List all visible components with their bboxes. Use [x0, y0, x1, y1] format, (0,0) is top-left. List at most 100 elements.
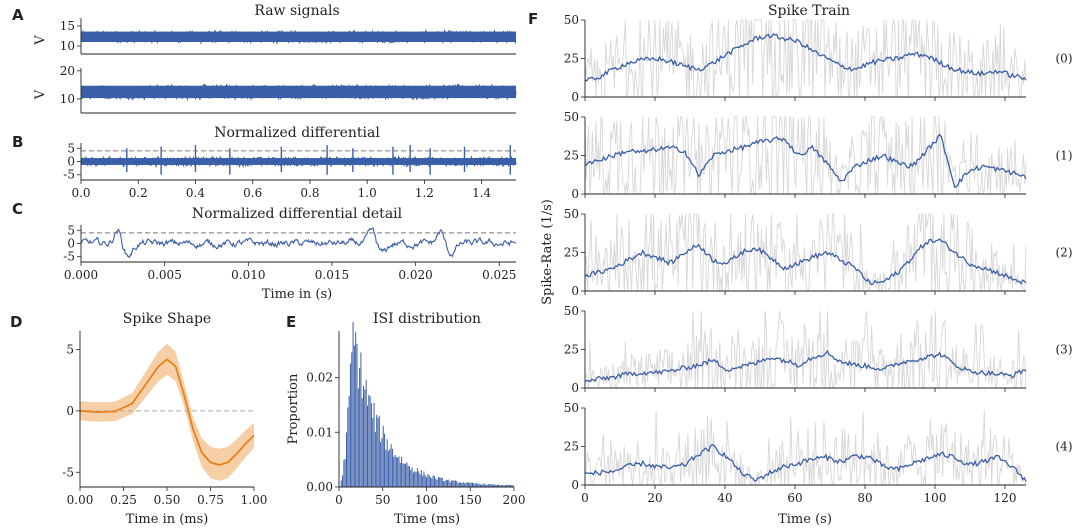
panel-e-bar	[486, 484, 488, 487]
panel-d-xtick-label: 0.75	[197, 493, 224, 507]
panel-f-ytick-label: 0	[571, 187, 579, 201]
panel-e-bar	[394, 455, 396, 487]
panel-c-title: Normalized differential detail	[192, 206, 403, 222]
panel-e-ytick-label: 0.01	[306, 425, 333, 439]
panel-e-bar	[500, 485, 502, 487]
panel-d-ytick-label: 0	[66, 404, 74, 418]
panel-e-bar	[416, 468, 418, 487]
panel-e-xtick-label: 150	[459, 493, 482, 507]
panel-e-bar	[412, 472, 414, 487]
panel-f-smoothed-rate	[584, 349, 1027, 383]
panel-e-bar	[376, 414, 378, 487]
panel-e-bar	[422, 475, 424, 487]
panel-e-bar	[343, 460, 345, 487]
panel-d: D Spike Shape -5 0 5 0.00 0.25 0.50 0.75 1.00 Time…	[10, 311, 267, 527]
panel-e-bar	[468, 482, 470, 487]
panel-e-bar	[478, 483, 480, 487]
panel-f-ytick-label: 25	[564, 149, 579, 163]
panel-c-xtick-label: 0.015	[315, 268, 349, 282]
panel-e-bar	[474, 483, 476, 487]
panel-e-bar	[370, 403, 372, 487]
panel-e-bar	[364, 389, 366, 487]
panel-b-label: B	[12, 133, 23, 151]
panel-e-bar	[401, 456, 403, 487]
panel-e-bar	[395, 456, 397, 487]
panel-a-2-ytick-label: 10	[60, 92, 75, 106]
panel-e-bar	[399, 462, 401, 487]
panel-f-ytick-label: 0	[571, 284, 579, 298]
panel-e-bar	[406, 462, 408, 487]
panel-f-ytick-label: 0	[571, 478, 579, 492]
panel-e-bar	[465, 482, 467, 487]
panel-f-row-2: 0 25 50 (2)	[564, 207, 1073, 298]
panel-e-xtick-label: 200	[503, 493, 526, 507]
panel-e-bar	[454, 480, 456, 487]
panel-f-ytick-label: 50	[564, 207, 579, 221]
panel-e-bar	[390, 444, 392, 487]
panel-e-bar	[503, 485, 505, 487]
panel-f-ytick-label: 25	[564, 246, 579, 260]
panel-e-bar	[466, 482, 468, 487]
panel-f-smoothed-rate	[584, 133, 1027, 189]
panel-e-bar	[398, 456, 400, 487]
panel-e-bar	[475, 483, 477, 487]
panel-e-ylabel: Proportion	[286, 373, 301, 444]
panel-e-bar	[405, 463, 407, 487]
panel-b-xtick-label: 1.2	[415, 186, 434, 200]
panel-b: B Normalized differential -505 0.0 0.2 0.4 0.6…	[12, 125, 517, 200]
panel-e-bar	[483, 483, 485, 487]
panel-e-bar	[423, 471, 425, 487]
panel-f-smoothed-rate	[584, 33, 1027, 82]
panel-e-bar	[381, 438, 383, 487]
panel-a-signal-line	[80, 83, 517, 102]
panel-f-xtick-label: 40	[717, 491, 732, 505]
panel-a: A Raw signals 10 15 V 10 20 V	[12, 3, 517, 114]
panel-e-bar	[391, 448, 393, 487]
panel-b-ytick-label: 5	[67, 141, 75, 155]
panel-e-bar	[368, 394, 370, 487]
panel-a-signal-1: 10 15 V	[33, 18, 517, 55]
panel-e-bar	[426, 477, 428, 487]
panel-e-bar	[367, 405, 368, 487]
panel-c-ytick-label: 0	[67, 237, 75, 251]
panel-e-bar	[436, 479, 438, 487]
panel-c-xtick-label: 0.025	[482, 268, 516, 282]
panel-f-xtick-label: 20	[647, 491, 662, 505]
panel-e-bar	[456, 480, 458, 487]
panel-f-smoothed-rate	[584, 238, 1027, 286]
panel-e-bar	[363, 385, 365, 487]
panel-e-bar	[342, 475, 344, 487]
panel-e-ytick-label: 0.02	[306, 371, 333, 385]
panel-d-xtick-label: 0.25	[110, 493, 137, 507]
panel-f-smoothed-rate	[584, 443, 1027, 482]
panel-e-bar	[439, 477, 441, 487]
panel-f-row-label: (1)	[1056, 149, 1073, 163]
panel-f-label: F	[528, 10, 538, 28]
panel-e-bar	[424, 475, 426, 487]
panel-c-xlabel: Time in (s)	[262, 287, 332, 302]
panel-c-ytick-label: -5	[63, 250, 75, 264]
panel-e-bar	[496, 484, 498, 487]
panel-e-ytick-label: 0.00	[306, 480, 333, 494]
panel-e-bar	[433, 476, 435, 487]
panel-f-ytick-label: 50	[564, 304, 579, 318]
panel-b-xtick-label: 0.2	[129, 186, 148, 200]
panel-e-bar	[380, 442, 382, 487]
panel-e-bar	[355, 331, 357, 487]
panel-b-signal-line	[80, 155, 517, 169]
panel-f-row-label: (3)	[1056, 343, 1073, 357]
panel-e-bar	[451, 480, 452, 487]
panel-e-xtick-label: 50	[375, 493, 390, 507]
panel-e-bar	[432, 475, 434, 487]
panel-e-bar	[491, 484, 493, 487]
panel-e-bar	[349, 363, 351, 487]
panel-e-bar	[353, 345, 355, 487]
panel-e-xtick-label: 0	[335, 493, 343, 507]
panel-e-bar	[441, 477, 443, 487]
panel-b-title: Normalized differential	[214, 125, 380, 141]
panel-f-row-0: 0 25 50 (0)	[564, 13, 1073, 104]
panel-d-xlabel: Time in (ms)	[126, 512, 209, 527]
panel-e-bar	[374, 432, 376, 487]
panel-b-ytick-label: 0	[67, 155, 75, 169]
